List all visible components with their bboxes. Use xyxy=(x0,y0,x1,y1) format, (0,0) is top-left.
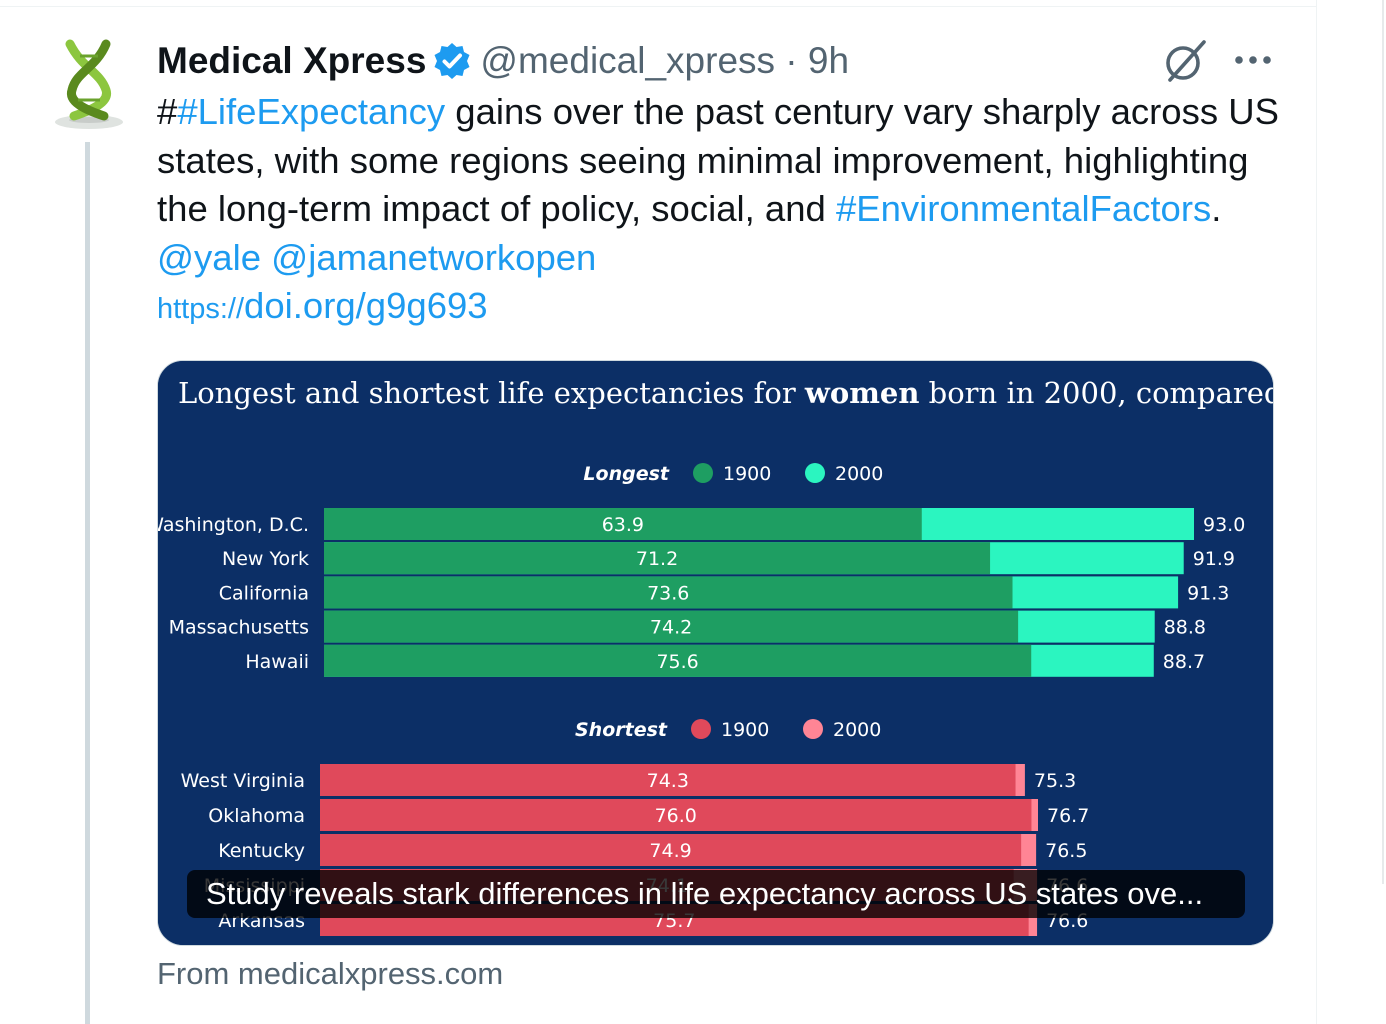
bar-1900 xyxy=(320,799,1032,831)
legend-1900-label: 1900 xyxy=(721,719,769,741)
value-label-2000: 88.8 xyxy=(1164,617,1206,639)
chart-title-part: born in 2000, compared to 1900 xyxy=(919,376,1274,410)
bar-1900 xyxy=(324,644,1032,677)
avatar[interactable] xyxy=(52,38,126,134)
bar-1900 xyxy=(324,576,1013,609)
hashtag-environmental-factors[interactable]: #EnvironmentalFactors xyxy=(835,188,1212,229)
handle[interactable]: @medical_xpress · 9h xyxy=(480,40,850,81)
category-label: Kentucky xyxy=(218,840,305,862)
value-label-1900: 63.9 xyxy=(602,514,644,536)
column-divider xyxy=(1316,0,1317,1024)
legend-2000-label: 2000 xyxy=(835,463,883,485)
legend-2000-dot xyxy=(805,463,825,483)
legend-1900-dot xyxy=(693,463,713,483)
value-label-2000: 91.3 xyxy=(1187,582,1229,604)
scrollbar-track[interactable] xyxy=(1382,0,1384,884)
verified-badge-icon[interactable] xyxy=(432,41,472,81)
timestamp[interactable]: 9h xyxy=(807,40,850,81)
thread-line xyxy=(85,142,90,1024)
doi-link[interactable]: https://doi.org/g9g693 xyxy=(157,285,488,326)
legend-1900-label: 1900 xyxy=(723,463,771,485)
author-name[interactable]: Medical Xpress xyxy=(157,40,427,81)
bar-1900 xyxy=(324,508,922,540)
mention-jamanetworkopen[interactable]: @jamanetworkopen xyxy=(271,236,597,278)
value-label-1900: 76.0 xyxy=(655,805,697,827)
category-label: California xyxy=(219,582,309,604)
legend-group-label: Longest xyxy=(583,463,669,485)
tweet-header: Medical Xpress @medical_xpress · 9h xyxy=(157,38,849,84)
link-card-title[interactable]: Study reveals stark differences in life … xyxy=(187,870,1245,918)
chart-title: Longest and shortest life expectancies f… xyxy=(178,376,1274,410)
legend-group-label: Shortest xyxy=(575,719,668,741)
legend-2000-dot xyxy=(803,719,823,739)
category-label: New York xyxy=(222,548,309,570)
link-card[interactable]: Longest and shortest life expectancies f… xyxy=(157,360,1274,946)
bar-1900 xyxy=(320,834,1022,866)
value-label-1900: 73.6 xyxy=(647,582,689,604)
chart-title-part: Longest and shortest life expectancies f… xyxy=(178,376,805,410)
tweet-text: ##LifeExpectancy gains over the past cen… xyxy=(157,91,1279,326)
chart-image: Longest and shortest life expectancies f… xyxy=(158,361,1274,945)
value-label-2000: 75.3 xyxy=(1034,770,1076,792)
grok-icon[interactable] xyxy=(1162,38,1208,84)
top-divider xyxy=(0,6,1316,7)
category-label: West Virginia xyxy=(181,770,305,792)
legend-2000-label: 2000 xyxy=(833,719,881,741)
value-label-2000: 76.7 xyxy=(1047,805,1089,827)
category-label: Hawaii xyxy=(245,651,309,673)
value-label-1900: 74.9 xyxy=(649,840,691,862)
value-label-2000: 93.0 xyxy=(1203,514,1245,536)
category-label: Massachusetts xyxy=(169,617,309,639)
chart-title-bold: women xyxy=(804,376,920,410)
value-label-1900: 75.6 xyxy=(656,651,698,673)
mention-yale[interactable]: @yale xyxy=(157,236,262,278)
value-label-2000: 76.5 xyxy=(1045,840,1087,862)
value-label-2000: 91.9 xyxy=(1193,548,1235,570)
bar-1900 xyxy=(324,542,991,575)
value-label-1900: 74.3 xyxy=(647,770,689,792)
hashtag-life-expectancy[interactable]: #LifeExpectancy xyxy=(177,91,446,132)
legend-1900-dot xyxy=(691,719,711,739)
value-label-1900: 71.2 xyxy=(636,548,678,570)
source-domain[interactable]: From medicalxpress.com xyxy=(157,956,504,991)
more-options-icon[interactable] xyxy=(1232,47,1274,73)
category-label: Washington, D.C. xyxy=(158,514,309,536)
bar-1900 xyxy=(320,764,1016,796)
bar-1900 xyxy=(324,610,1019,643)
value-label-2000: 88.7 xyxy=(1163,651,1205,673)
value-label-1900: 74.2 xyxy=(650,617,692,639)
category-label: Oklahoma xyxy=(208,805,305,827)
